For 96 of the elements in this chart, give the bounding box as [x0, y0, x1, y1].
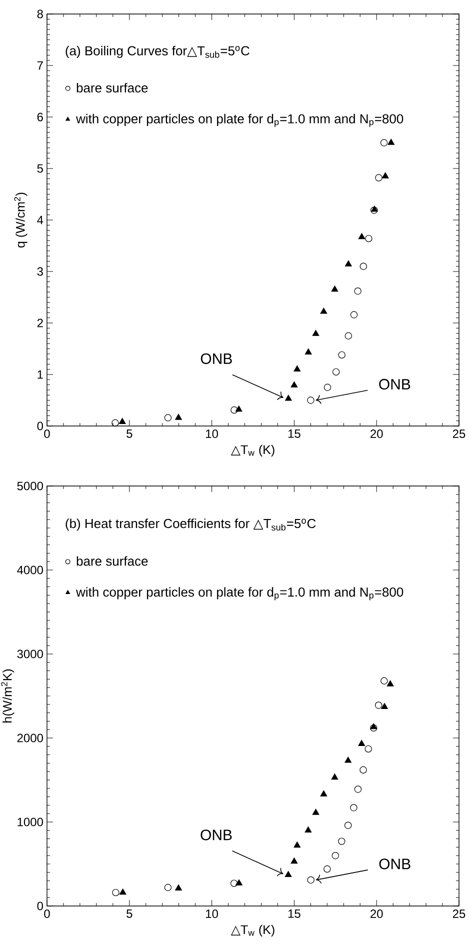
point [382, 172, 389, 178]
point [358, 740, 366, 746]
text: (b) Heat transfer Coefficients for △T$_{sub}$=5$^{o}$C [66, 518, 316, 531]
annotation: ONB [379, 858, 410, 870]
x-tick-label: 20 [370, 910, 383, 918]
y-tick-label: 5000 [17, 482, 43, 490]
point [350, 804, 358, 812]
point [164, 884, 172, 892]
point [370, 724, 378, 732]
point [118, 418, 126, 424]
x-tick-label: 25 [452, 910, 466, 918]
x-tick-label: 15 [288, 430, 300, 438]
point [332, 852, 339, 860]
y-axis-title: q (W/cm$^{2}$) [14, 192, 28, 248]
y-tick-label: 8 [37, 10, 43, 18]
point [380, 677, 388, 684]
point [338, 351, 346, 359]
point [119, 888, 126, 895]
y-tick-label: 2 [37, 318, 43, 328]
x-tick-label: 5 [126, 430, 132, 438]
point [164, 414, 172, 422]
point [290, 381, 298, 388]
y-tick-label: 3 [37, 267, 43, 276]
point [374, 702, 382, 709]
point [381, 703, 388, 710]
y-tick-label: 6 [37, 112, 43, 122]
point [290, 858, 298, 864]
legend-label: with copper particles on plate for d$_{p}$=1.0 mm and N$_{p}$=800 [76, 587, 404, 600]
y-tick-label: 1 [38, 370, 43, 379]
x-tick-label: 5 [126, 910, 132, 918]
point [344, 332, 352, 340]
annotation: ONB [200, 830, 232, 840]
x-axis-title: △T$_{w}$ (K) [230, 924, 274, 937]
y-tick-label: 5 [37, 164, 43, 173]
point [230, 880, 238, 887]
y-tick-label: 7 [37, 61, 43, 70]
x-tick-label: 0 [44, 430, 50, 438]
annotation: ONB [379, 378, 410, 390]
x-tick-label: 0 [44, 910, 50, 918]
point [380, 139, 388, 146]
point [312, 808, 320, 815]
point [360, 766, 367, 774]
x-tick-label: 20 [370, 430, 383, 438]
point [344, 756, 352, 763]
point [112, 888, 120, 896]
point [324, 384, 332, 391]
y-tick-label: 4000 [17, 566, 43, 574]
point [386, 680, 394, 686]
point [324, 865, 331, 873]
point [354, 287, 362, 295]
text: (a) Boiling Curves for△T$_{sub}$=5$^{o}$C [66, 46, 250, 58]
point [304, 826, 312, 832]
y-tick-label: 3000 [17, 650, 43, 658]
point [294, 842, 301, 848]
point [304, 348, 312, 354]
x-tick-label: 15 [288, 910, 300, 918]
point [294, 365, 301, 372]
point [388, 138, 395, 145]
point [365, 234, 372, 242]
legend-label: with copper particles on plate for d$_{p}$=1.0 mm and N$_{p}$=800 [76, 114, 404, 127]
point [354, 786, 362, 793]
point [320, 790, 328, 796]
x-tick-label: 25 [452, 430, 466, 438]
point [236, 879, 242, 886]
point [375, 174, 382, 182]
legend-label: bare surface [76, 556, 148, 566]
point [344, 260, 352, 266]
point [364, 745, 372, 753]
legend-label: bare surface [76, 82, 148, 92]
point [284, 871, 292, 878]
point [112, 419, 119, 427]
point [331, 286, 338, 292]
y-axis-title: h(W/m$^{2}$K) [1, 669, 14, 722]
point [344, 822, 352, 829]
y-tick-label: 2000 [17, 734, 43, 742]
point [285, 394, 292, 401]
point [235, 406, 242, 412]
y-tick-label: 0 [37, 902, 44, 910]
point [175, 884, 182, 890]
point [358, 233, 366, 240]
point [350, 311, 358, 318]
y-tick-label: 0 [37, 422, 44, 430]
point [320, 308, 328, 314]
point [312, 330, 320, 336]
point [338, 838, 346, 845]
point [230, 406, 238, 414]
x-axis-title: △T$_{w}$ (K) [230, 444, 274, 457]
x-tick-label: 10 [206, 910, 218, 918]
point [332, 368, 340, 376]
x-tick-label: 10 [206, 430, 218, 438]
y-tick-label: 4 [37, 216, 44, 224]
point [331, 774, 338, 780]
annotation: ONB [200, 353, 232, 364]
y-tick-label: 1000 [18, 818, 43, 826]
point [175, 414, 182, 420]
point [360, 262, 368, 270]
